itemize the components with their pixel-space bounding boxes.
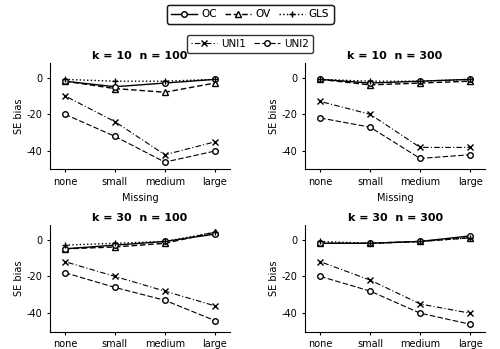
Title: k = 30  n = 100: k = 30 n = 100 [92,213,188,223]
Title: k = 30  n = 300: k = 30 n = 300 [348,213,442,223]
Y-axis label: SE bias: SE bias [269,98,279,134]
X-axis label: Missing: Missing [122,193,158,203]
Legend: UNI1, UNI2: UNI1, UNI2 [186,35,314,53]
Y-axis label: SE bias: SE bias [14,98,24,134]
Title: k = 10  n = 100: k = 10 n = 100 [92,51,188,61]
Title: k = 10  n = 300: k = 10 n = 300 [348,51,442,61]
X-axis label: Missing: Missing [377,193,414,203]
Y-axis label: SE bias: SE bias [269,260,279,296]
Legend: OC, OV, GLS: OC, OV, GLS [166,5,334,23]
Y-axis label: SE bias: SE bias [14,260,24,296]
